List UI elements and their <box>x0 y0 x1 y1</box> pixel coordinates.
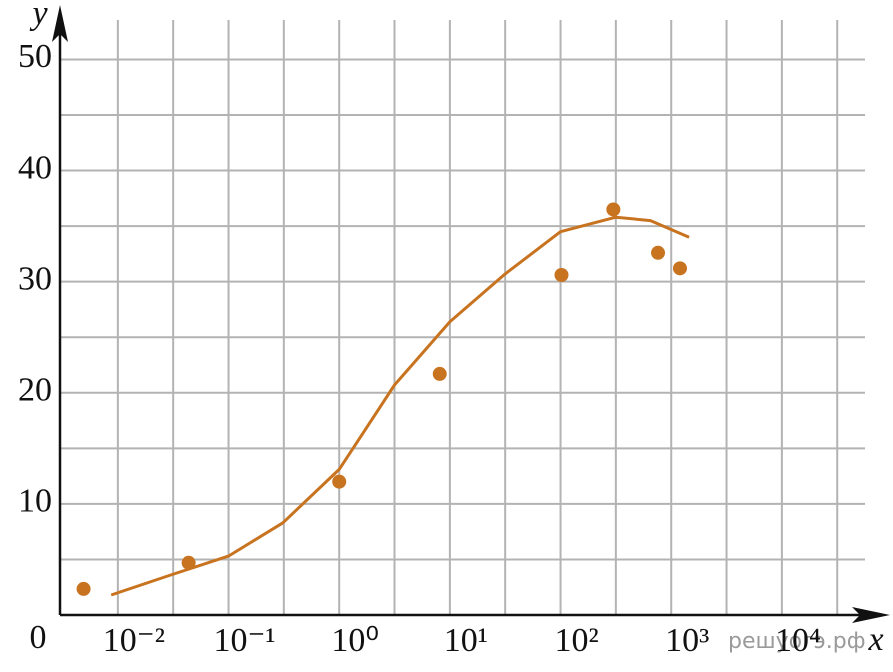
data-point <box>554 268 569 282</box>
y-tick-label: 40 <box>18 149 52 186</box>
y-tick-label: 30 <box>18 260 52 297</box>
origin-label: 0 <box>30 619 47 656</box>
y-tick-label: 10 <box>18 483 52 520</box>
x-tick-label: 10³ <box>665 622 709 659</box>
x-tick-label: 10⁻² <box>103 622 165 659</box>
data-point <box>332 474 347 489</box>
x-tick-label: 10⁰ <box>331 622 379 659</box>
watermark: решуогэ.рф <box>728 629 866 654</box>
x-tick-label: 10⁴ <box>775 622 821 659</box>
data-point <box>181 555 196 570</box>
data-point <box>606 202 621 217</box>
x-tick-label: 10⁻¹ <box>213 622 275 659</box>
y-axis-label: y <box>29 0 48 32</box>
x-tick-label: 10¹ <box>444 622 488 659</box>
y-arrow <box>52 5 68 42</box>
data-point <box>672 261 687 276</box>
data-point <box>651 245 666 260</box>
x-arrow <box>852 607 890 623</box>
y-tick-label: 20 <box>18 372 52 409</box>
x-axis-label: x <box>867 621 883 658</box>
data-point <box>76 581 91 596</box>
fit-curve <box>110 215 690 597</box>
data-point <box>432 366 447 381</box>
x-tick-label: 10² <box>554 622 598 659</box>
y-tick-label: 50 <box>18 38 52 75</box>
grid <box>60 20 865 615</box>
